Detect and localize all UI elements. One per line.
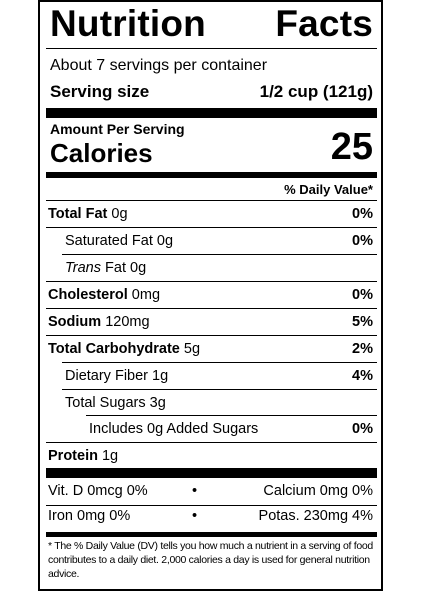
saturated-fat-name: Saturated Fat [65, 233, 153, 249]
row-total-sugars: Total Sugars 3g [48, 390, 375, 416]
title-facts: Facts [275, 3, 373, 44]
divider [62, 362, 377, 363]
total-fat-amount: 0g [111, 206, 128, 222]
row-protein: Protein 1g [48, 443, 375, 469]
calories-label: Calories [50, 138, 153, 168]
trans-fat-name: Fat [105, 260, 126, 276]
row-sodium: Sodium 120mg 5% [48, 309, 375, 335]
nutrition-facts-label: Nutrition Facts About 7 servings per con… [38, 0, 383, 591]
medium-bar-footnote [46, 532, 377, 537]
total-fat-name: Total Fat [48, 206, 108, 222]
medium-bar-calories [46, 172, 377, 178]
thick-bar-protein [46, 468, 377, 478]
divider [46, 442, 377, 443]
total-fat-dv: 0% [352, 206, 373, 222]
calcium-value: Calcium 0mg 0% [263, 483, 373, 499]
row-total-carbohydrate: Total Carbohydrate 5g 2% [48, 336, 375, 362]
daily-value-footnote: * The % Daily Value (DV) tells you how m… [48, 540, 373, 580]
dietary-fiber-dv: 4% [352, 368, 373, 384]
divider-dv [46, 200, 377, 201]
total-carbohydrate-dv: 2% [352, 341, 373, 357]
title-nutrition: Nutrition [50, 3, 206, 44]
label-title: Nutrition Facts [50, 3, 373, 45]
divider [46, 281, 377, 282]
saturated-fat-dv: 0% [352, 233, 373, 249]
serving-size-label: Serving size [50, 82, 150, 101]
sodium-dv: 5% [352, 314, 373, 330]
thick-bar-serving [46, 108, 377, 118]
row-added-sugars: Includes 0g Added Sugars 0% [48, 416, 375, 442]
dietary-fiber-amount: 1g [152, 368, 169, 384]
added-sugars-dv: 0% [352, 421, 373, 437]
bullet-separator: • [192, 483, 198, 499]
potassium-value: Potas. 230mg 4% [258, 508, 373, 524]
servings-per-container: About 7 servings per container [50, 57, 268, 74]
row-vitd-calcium: Vit. D 0mcg 0% • Calcium 0mg 0% [48, 483, 373, 499]
divider [46, 335, 377, 336]
sodium-amount: 120mg [105, 314, 150, 330]
protein-name: Protein [48, 448, 98, 464]
row-iron-potassium: Iron 0mg 0% • Potas. 230mg 4% [48, 508, 373, 524]
added-sugars-name: Includes 0g Added Sugars [89, 421, 259, 437]
daily-value-header: % Daily Value* [284, 182, 373, 197]
bullet-separator: • [192, 508, 198, 524]
divider-title [46, 48, 377, 49]
cholesterol-amount: 0mg [131, 287, 161, 303]
divider [86, 415, 377, 416]
row-total-fat: Total Fat 0g 0% [48, 201, 375, 227]
total-carbohydrate-name: Total Carbohydrate [48, 341, 180, 357]
cholesterol-name: Cholesterol [48, 287, 128, 303]
trans-fat-italic: Trans [65, 260, 101, 276]
cholesterol-dv: 0% [352, 287, 373, 303]
row-trans-fat: Trans Fat 0g [48, 255, 375, 281]
divider [46, 227, 377, 228]
iron-value: Iron 0mg 0% [48, 508, 131, 524]
row-cholesterol: Cholesterol 0mg 0% [48, 282, 375, 308]
divider [46, 308, 377, 309]
serving-size-row: Serving size 1/2 cup (121g) [50, 82, 373, 102]
sodium-name: Sodium [48, 314, 102, 330]
row-saturated-fat: Saturated Fat 0g 0% [48, 228, 375, 254]
trans-fat-amount: 0g [130, 260, 147, 276]
divider [62, 254, 377, 255]
dietary-fiber-name: Dietary Fiber [65, 368, 148, 384]
protein-amount: 1g [101, 448, 119, 464]
divider [62, 389, 377, 390]
total-sugars-name: Total Sugars [65, 395, 146, 411]
serving-size-value: 1/2 cup (121g) [259, 82, 373, 101]
total-carbohydrate-amount: 5g [183, 341, 201, 357]
row-dietary-fiber: Dietary Fiber 1g 4% [48, 363, 375, 389]
saturated-fat-amount: 0g [156, 233, 174, 249]
divider [46, 505, 377, 506]
calories-value: 25 [330, 126, 373, 168]
amount-per-serving: Amount Per Serving [50, 121, 185, 137]
vit-d-value: Vit. D 0mcg 0% [48, 483, 148, 499]
total-sugars-amount: 3g [149, 395, 166, 411]
